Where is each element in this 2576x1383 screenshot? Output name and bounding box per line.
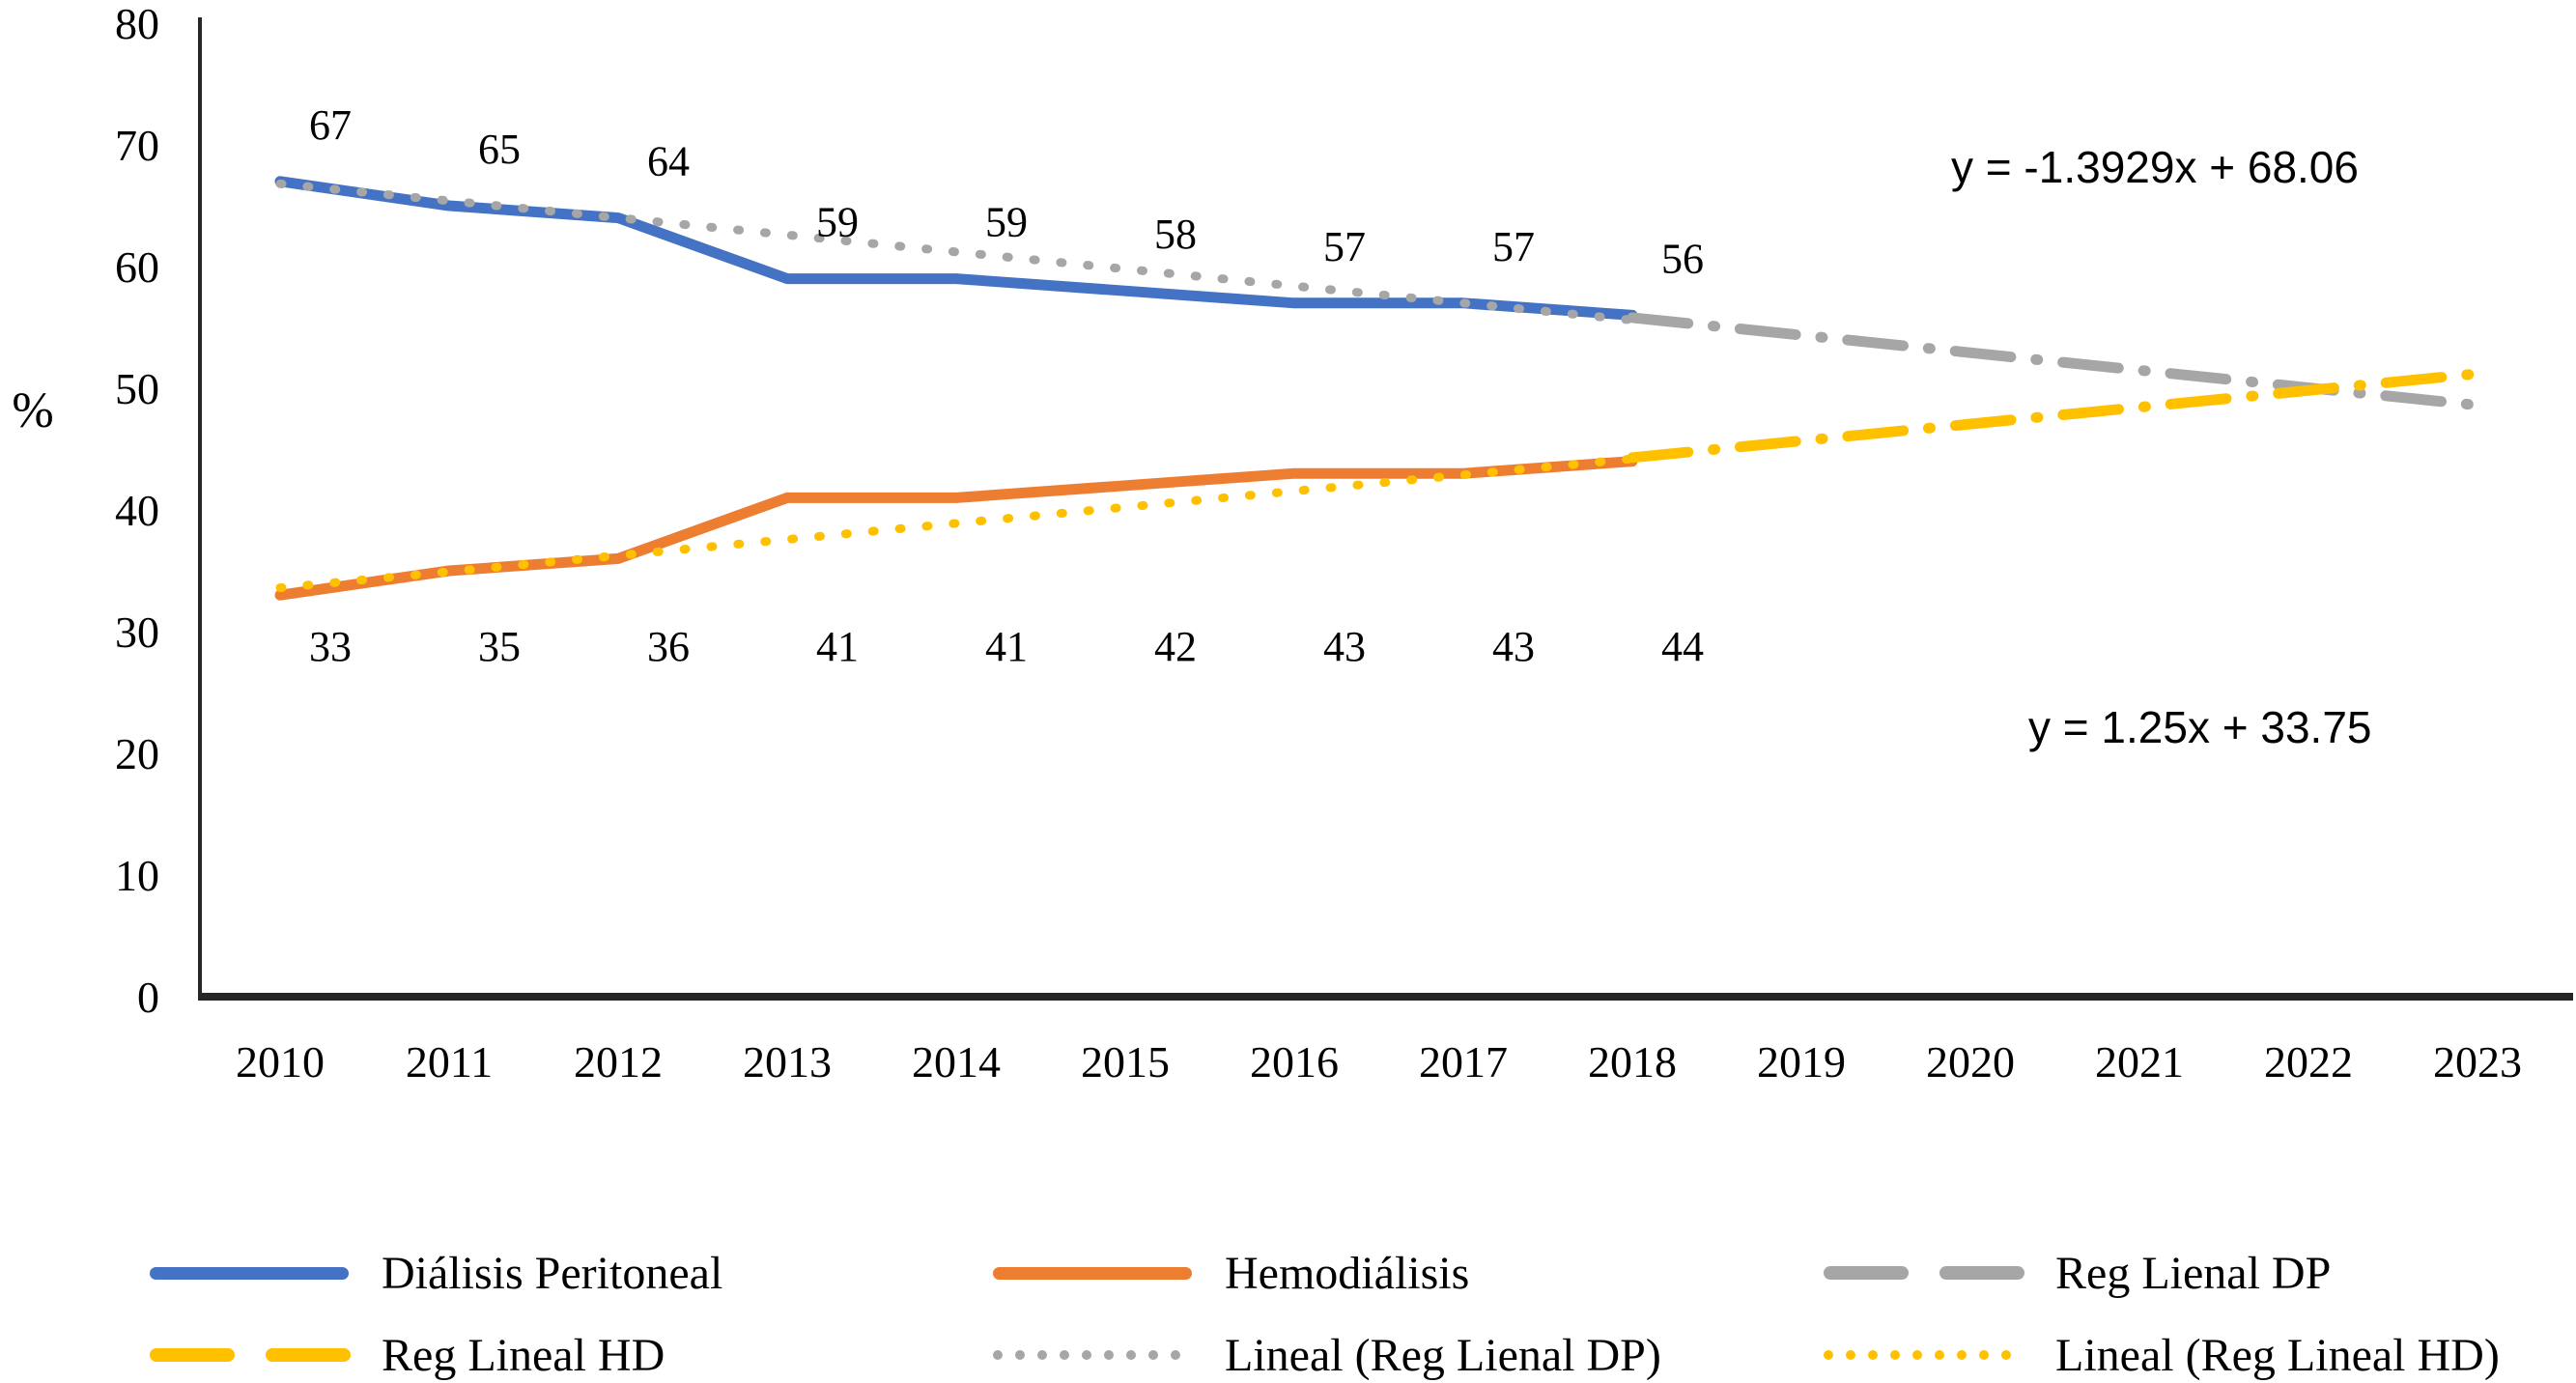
series-line-4 xyxy=(275,179,1637,325)
x-tick-label: 2013 xyxy=(743,1037,832,1087)
x-tick-label: 2016 xyxy=(1250,1037,1339,1087)
data-label: 57 xyxy=(1492,223,1535,270)
x-tick-label: 2018 xyxy=(1588,1037,1677,1087)
data-label: 57 xyxy=(1323,223,1366,270)
y-tick-label: 70 xyxy=(115,121,159,170)
trend-equation-hd: y = 1.25x + 33.75 xyxy=(2028,702,2372,752)
trend-equation-dp: y = -1.3929x + 68.06 xyxy=(1951,142,2359,192)
data-label: 56 xyxy=(1661,235,1704,282)
y-tick-label: 60 xyxy=(115,242,159,292)
x-tick-label: 2010 xyxy=(236,1037,325,1087)
y-tick-label: 80 xyxy=(115,0,159,48)
data-label: 65 xyxy=(478,126,521,173)
y-tick-label: 50 xyxy=(115,364,159,413)
data-label: 43 xyxy=(1323,623,1366,670)
data-label: 42 xyxy=(1154,623,1197,670)
x-tick-label: 2021 xyxy=(2095,1037,2184,1087)
x-tick-label: 2023 xyxy=(2433,1037,2522,1087)
x-tick-label: 2022 xyxy=(2264,1037,2353,1087)
data-label: 64 xyxy=(647,138,690,185)
y-tick-label: 0 xyxy=(137,973,159,1022)
data-label: 44 xyxy=(1661,623,1704,670)
data-label: 36 xyxy=(647,623,690,670)
data-label: 33 xyxy=(309,623,352,670)
series-line-0 xyxy=(274,176,1638,321)
series-line-5 xyxy=(275,454,1637,593)
x-tick-label: 2015 xyxy=(1081,1037,1170,1087)
series-line-2 xyxy=(1627,312,2483,411)
series-line-3 xyxy=(1627,368,2483,464)
y-axis-title: % xyxy=(12,383,53,438)
series-line-1 xyxy=(274,456,1638,601)
data-label: 43 xyxy=(1492,623,1535,670)
x-tick-label: 2019 xyxy=(1757,1037,1846,1087)
data-label: 35 xyxy=(478,623,521,670)
data-label: 41 xyxy=(816,623,859,670)
x-tick-label: 2020 xyxy=(1926,1037,2015,1087)
data-label: 67 xyxy=(309,101,352,149)
x-tick-label: 2012 xyxy=(574,1037,663,1087)
x-tick-label: 2017 xyxy=(1419,1037,1508,1087)
y-tick-label: 40 xyxy=(115,486,159,535)
data-label: 59 xyxy=(816,199,859,246)
y-tick-label: 20 xyxy=(115,729,159,778)
y-tick-label: 10 xyxy=(115,851,159,900)
x-tick-label: 2014 xyxy=(912,1037,1001,1087)
data-label: 58 xyxy=(1154,211,1197,258)
x-tick-label: 2011 xyxy=(406,1037,493,1087)
data-label: 59 xyxy=(985,199,1028,246)
data-label: 41 xyxy=(985,623,1028,670)
y-tick-label: 30 xyxy=(115,607,159,657)
